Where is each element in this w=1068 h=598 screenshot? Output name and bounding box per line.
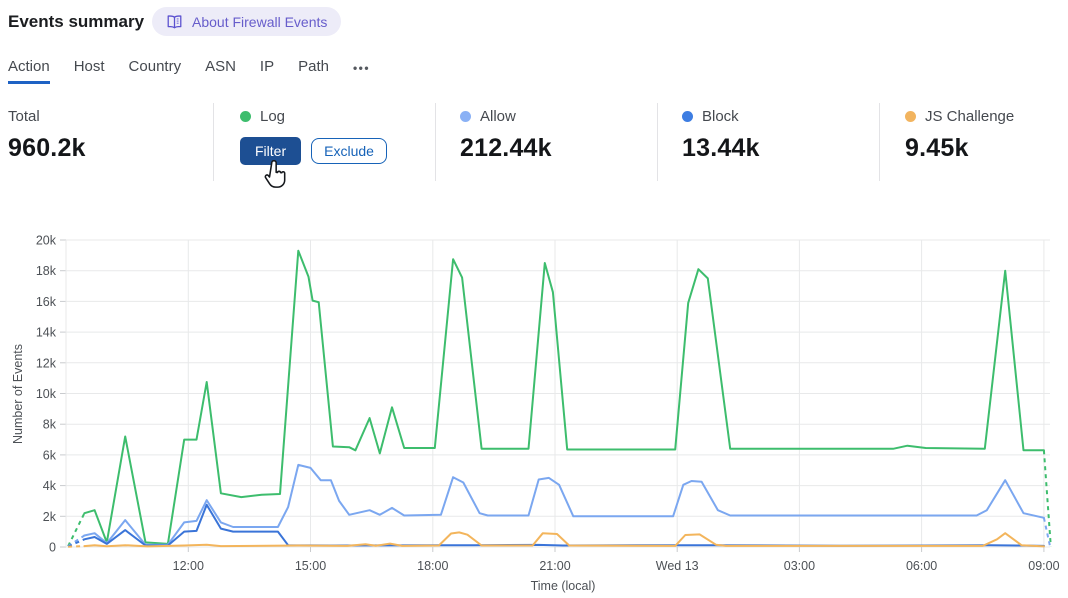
x-tick-label: 06:00 (906, 559, 937, 573)
tab-asn[interactable]: ASN (205, 58, 236, 75)
tab-country[interactable]: Country (128, 58, 182, 75)
x-axis-title: Time (local) (531, 579, 596, 593)
js-challenge-line (83, 531, 1045, 548)
tab-path[interactable]: Path (298, 58, 329, 75)
allow-legend-dot (460, 111, 471, 122)
tab-ip[interactable]: IP (259, 58, 275, 75)
x-tick-label: Wed 13 (656, 559, 699, 573)
stat-log[interactable]: Log Filter Exclude (240, 108, 387, 165)
stat-js-challenge-label: JS Challenge (925, 108, 1015, 125)
filter-button[interactable]: Filter (240, 137, 302, 165)
y-tick-label: 10k (36, 387, 57, 401)
log-legend-dot (240, 111, 251, 122)
y-tick-label: 12k (36, 356, 57, 370)
stat-divider (657, 103, 658, 181)
x-tick-label: 18:00 (417, 559, 448, 573)
js-challenge-line-dashed-lead (68, 545, 85, 548)
y-tick-label: 8k (43, 418, 57, 432)
y-tick-label: 0 (49, 541, 56, 555)
allow-line (83, 463, 1045, 546)
stat-allow-label: Allow (480, 108, 516, 125)
stat-block-value: 13.44k (682, 134, 760, 162)
block-legend-dot (682, 111, 693, 122)
tab-action[interactable]: Action (8, 58, 50, 84)
log-line-dashed-tail (1042, 450, 1052, 547)
x-tick-label: 03:00 (784, 559, 815, 573)
badge-label: About Firewall Events (192, 13, 328, 30)
more-tabs-ellipsis-icon[interactable]: ••• (352, 61, 371, 75)
stat-log-label: Log (260, 108, 286, 125)
open-book-icon (166, 14, 183, 30)
stat-total-label: Total (8, 108, 40, 125)
x-tick-label: 09:00 (1028, 559, 1059, 573)
y-axis-title: Number of Events (11, 344, 25, 444)
stat-block[interactable]: Block 13.44k (682, 108, 760, 163)
y-tick-label: 4k (43, 479, 57, 493)
stat-divider (435, 103, 436, 181)
stat-total: Total 960.2k (8, 108, 86, 163)
events-time-series-chart[interactable]: 0 2k 4k 6k 8k 10k 12k 14k 16k 18k 20k 12:00 15:00 18:… (0, 226, 1068, 598)
x-tick-label: 21:00 (539, 559, 570, 573)
about-firewall-events-badge[interactable]: About Firewall Events (152, 7, 342, 36)
y-tick-label: 18k (36, 264, 57, 278)
tab-host[interactable]: Host (73, 58, 105, 75)
stat-js-challenge-value: 9.45k (905, 134, 969, 162)
page-title: Events summary (8, 12, 145, 31)
log-line-dashed-lead (67, 512, 86, 547)
log-line (83, 249, 1045, 545)
js-challenge-legend-dot (905, 111, 916, 122)
y-tick-label: 6k (43, 448, 57, 462)
stat-block-label: Block (702, 108, 739, 125)
stat-allow[interactable]: Allow 212.44k (460, 108, 552, 163)
stat-total-value: 960.2k (8, 134, 86, 162)
dimension-tabs: Action Host Country ASN IP Path ••• (8, 58, 370, 84)
y-tick-label: 14k (36, 326, 57, 340)
block-line-dashed-lead (67, 538, 85, 548)
stat-js-challenge[interactable]: JS Challenge 9.45k (905, 108, 1014, 163)
x-tick-label: 12:00 (173, 559, 204, 573)
stat-divider (213, 103, 214, 181)
y-tick-label: 2k (43, 510, 57, 524)
y-tick-label: 16k (36, 295, 57, 309)
exclude-button[interactable]: Exclude (311, 138, 387, 164)
stat-divider (879, 103, 880, 181)
stat-allow-value: 212.44k (460, 134, 552, 162)
x-tick-label: 15:00 (295, 559, 326, 573)
allow-line-dashed-tail (1042, 517, 1051, 547)
y-tick-label: 20k (36, 234, 57, 248)
